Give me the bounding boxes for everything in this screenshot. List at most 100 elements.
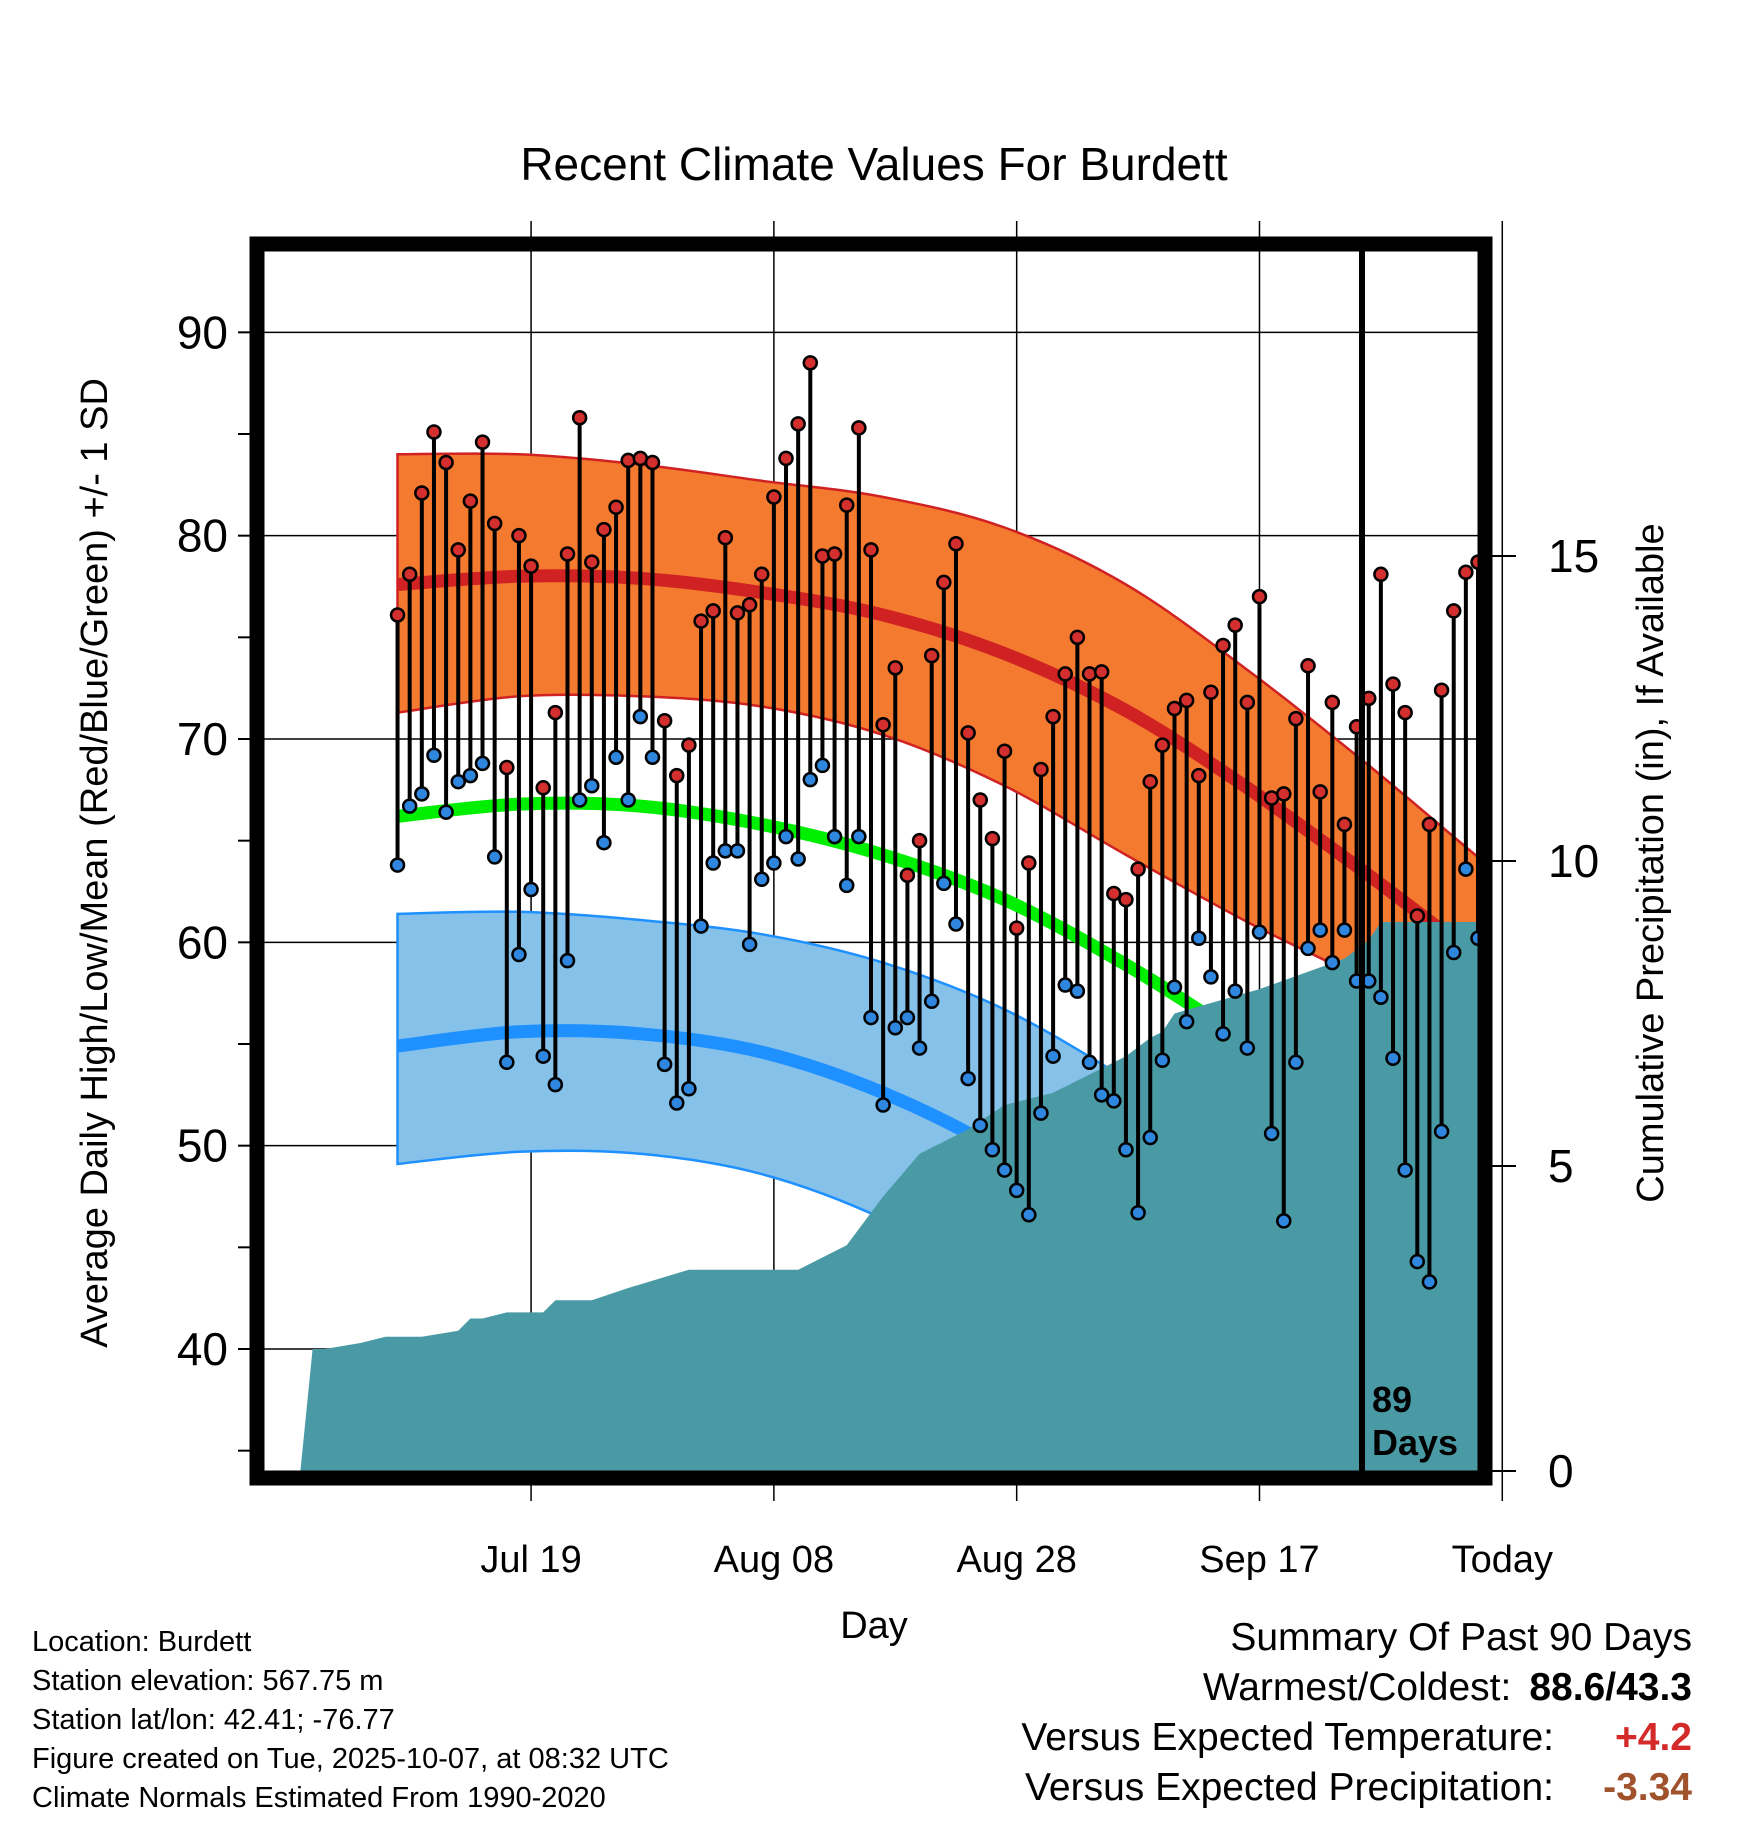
daily-low-point [1276, 1213, 1292, 1229]
daily-high-point [1215, 637, 1231, 654]
daily-high-point [462, 493, 479, 509]
daily-high-point [1421, 816, 1438, 833]
daily-high-point [1251, 588, 1268, 605]
x-axis-label: Day [840, 1605, 908, 1647]
daily-low-point [401, 798, 418, 814]
daily-low-point [523, 881, 539, 898]
daily-low-point [1336, 922, 1353, 938]
daily-high-point [1458, 564, 1474, 581]
daily-low-point [535, 1048, 551, 1064]
daily-high-point [559, 546, 576, 562]
daily-high-point [1276, 786, 1292, 802]
daily-low-point [474, 755, 491, 772]
daily-high-point [887, 660, 904, 676]
daily-low-point [559, 952, 576, 969]
daily-high-point [1203, 684, 1219, 700]
daily-high-point [389, 607, 406, 623]
x-tick-label: Today [1452, 1539, 1553, 1581]
daily-high-point [863, 542, 879, 558]
daily-low-point [741, 936, 758, 953]
daily-high-point [1324, 694, 1341, 711]
daily-low-point [547, 1076, 564, 1093]
daily-high-point [523, 558, 539, 574]
daily-low-point [1057, 977, 1073, 993]
daily-low-point [1409, 1253, 1426, 1270]
daily-low-point [596, 834, 612, 851]
daily-low-point [438, 804, 454, 820]
daily-high-point [547, 704, 564, 721]
location-text: Location: Burdett [32, 1626, 252, 1658]
latlon-text: Station lat/lon: 42.41; -76.77 [32, 1704, 395, 1736]
daily-low-point [1130, 1205, 1146, 1221]
daily-high-point [656, 712, 673, 729]
y-tick-label: 80 [177, 510, 228, 562]
daily-low-point [1373, 989, 1389, 1005]
daily-high-point [741, 597, 758, 613]
y2-tick-label: 10 [1548, 835, 1599, 887]
today-days-number: 89 [1372, 1379, 1412, 1420]
daily-low-point [851, 828, 867, 845]
daily-low-point [911, 1040, 928, 1056]
daily-low-point [790, 851, 806, 867]
daily-high-point [948, 536, 964, 552]
daily-high-point [1081, 666, 1098, 682]
daily-high-point [972, 792, 989, 808]
daily-low-point [923, 993, 940, 1010]
daily-high-point [571, 409, 588, 426]
daily-high-point [717, 529, 734, 546]
daily-high-point [851, 420, 867, 436]
daily-high-point [584, 554, 600, 570]
daily-high-point [1445, 603, 1462, 619]
daily-low-point [1300, 940, 1316, 957]
daily-high-point [511, 527, 527, 544]
daily-low-point [936, 875, 952, 892]
daily-low-point [875, 1097, 891, 1113]
daily-low-point [1081, 1054, 1098, 1071]
daily-low-point [948, 916, 964, 932]
x-tick-label: Jul 19 [480, 1539, 581, 1581]
daily-high-point [766, 489, 782, 505]
daily-low-point [1385, 1050, 1401, 1066]
daily-high-point [936, 574, 952, 591]
daily-high-point [414, 485, 430, 501]
daily-low-point [1008, 1182, 1025, 1199]
precip-label: Versus Expected Precipitation: [1025, 1766, 1554, 1809]
warmest-value: 88.6/43.3 [1529, 1666, 1692, 1709]
daily-high-point [1069, 629, 1086, 646]
x-tick-label: Sep 17 [1199, 1539, 1319, 1581]
daily-high-point [790, 416, 806, 432]
daily-low-point [462, 767, 479, 784]
summary-title: Summary Of Past 90 Days [1230, 1616, 1692, 1659]
temp-label: Versus Expected Temperature: [1021, 1716, 1554, 1759]
daily-low-point [669, 1095, 685, 1111]
left-y-axis: 40 50 60 70 80 90 [177, 306, 251, 1452]
temp-value: +4.2 [1615, 1716, 1692, 1759]
daily-high-point [899, 867, 916, 883]
today-days-label: Days [1372, 1422, 1458, 1463]
daily-low-point [584, 778, 600, 794]
daily-low-point [899, 1009, 916, 1026]
daily-low-point [693, 918, 709, 934]
daily-low-point [1324, 954, 1341, 971]
normals-text: Climate Normals Estimated From 1990-2020 [32, 1782, 606, 1814]
daily-range-bars [395, 362, 1478, 1282]
daily-high-point [474, 434, 491, 450]
y2-axis-label: Cumulative Precipitation (in), If Availa… [1630, 523, 1672, 1202]
daily-high-point [401, 566, 418, 583]
daily-low-point [426, 747, 442, 764]
daily-low-point [887, 1019, 904, 1036]
temp-row: Versus Expected Temperature: +4.2 [1021, 1713, 1692, 1763]
x-tick-label: Aug 28 [956, 1539, 1076, 1581]
daily-low-point [1093, 1087, 1110, 1103]
precipitation-area [264, 922, 1478, 1471]
daily-high-point [875, 717, 891, 733]
daily-low-point [681, 1080, 697, 1097]
x-tick-label: Aug 08 [714, 1539, 834, 1581]
daily-low-point [1227, 983, 1243, 999]
daily-low-point [486, 849, 503, 865]
daily-high-point [1336, 816, 1353, 833]
daily-high-point [826, 546, 843, 562]
daily-low-point [1045, 1048, 1061, 1064]
daily-low-point [1166, 979, 1183, 995]
daily-high-point [486, 515, 503, 532]
